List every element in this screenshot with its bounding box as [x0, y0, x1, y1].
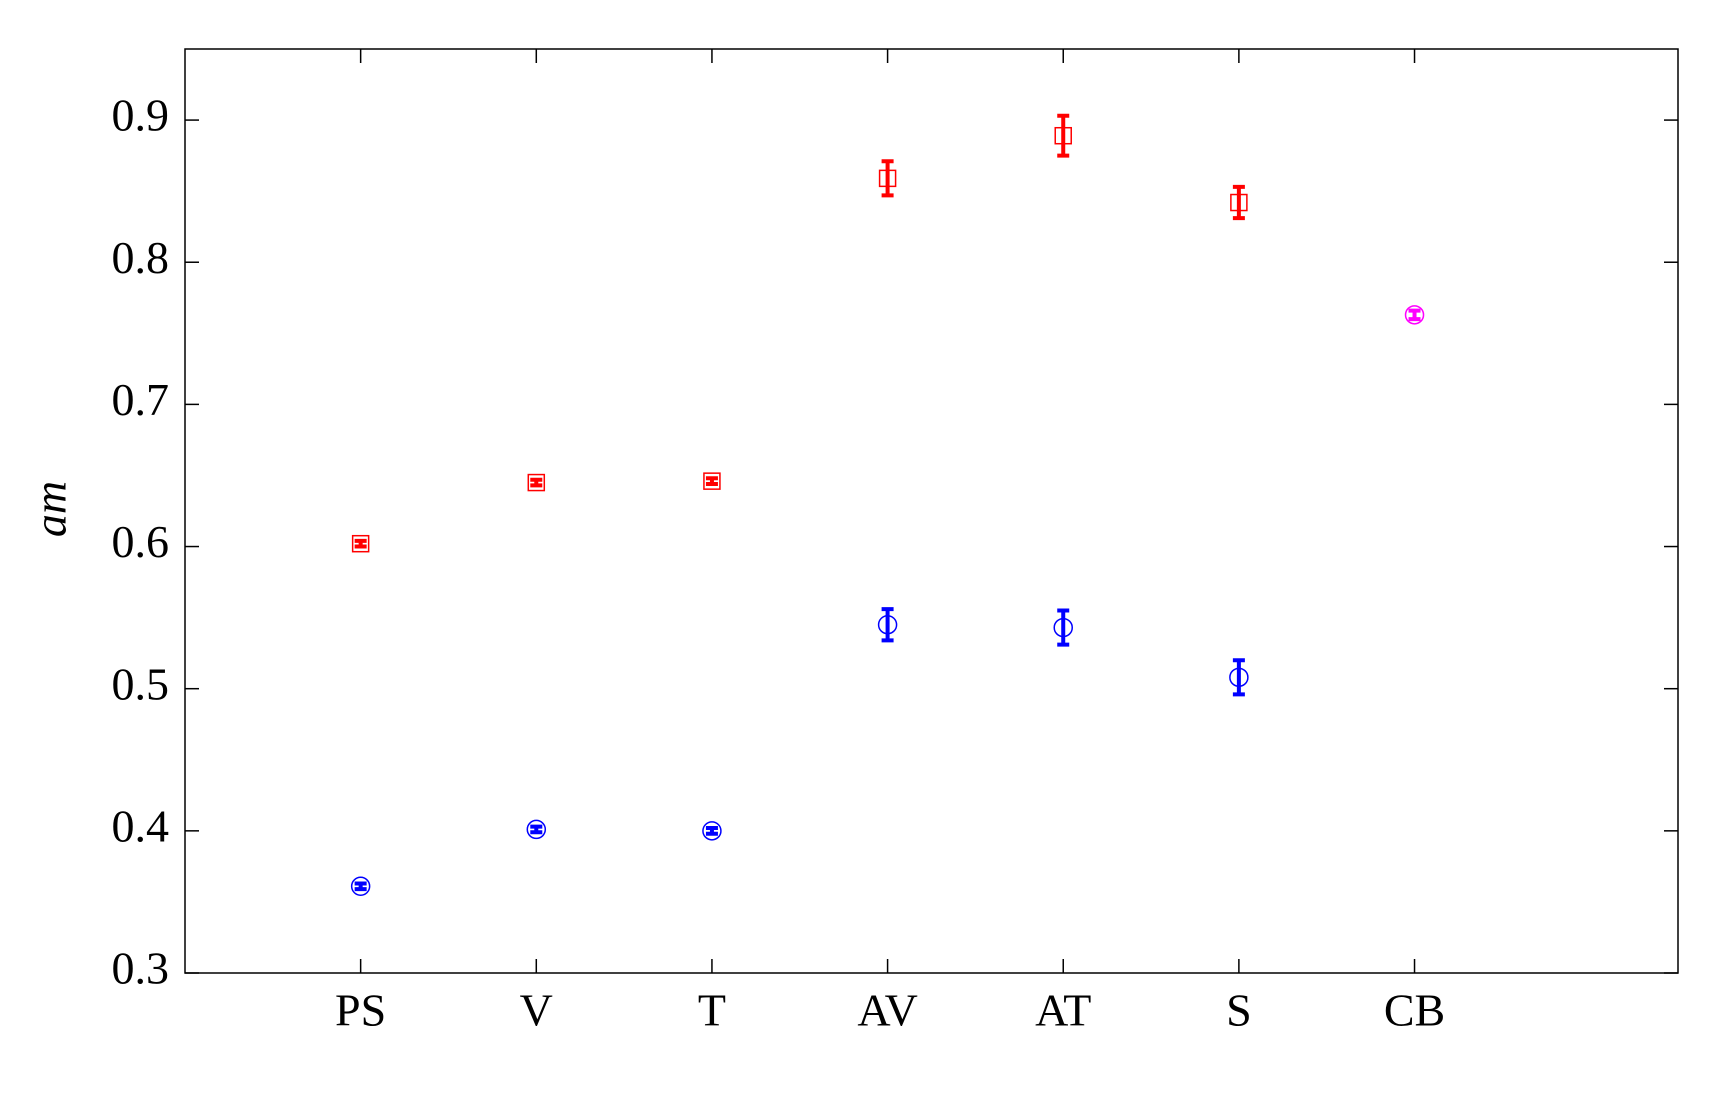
y-tick-label: 0.7: [112, 374, 170, 425]
error-bar: [354, 881, 367, 892]
error-bar: [354, 538, 367, 549]
y-tick-label: 0.4: [112, 800, 170, 851]
marker: [350, 876, 371, 897]
error-bar: [530, 824, 543, 835]
x-tick-label: CB: [1384, 985, 1445, 1036]
x-tick-label: S: [1226, 985, 1252, 1036]
error-bar: [1232, 184, 1245, 221]
marker: [703, 472, 721, 490]
y-axis-label: am: [25, 481, 76, 537]
marker: [877, 614, 898, 635]
y-tick-label: 0.8: [112, 232, 170, 283]
error-bar: [1057, 113, 1070, 158]
y-tick-label: 0.5: [112, 658, 170, 709]
error-bar: [1408, 308, 1421, 322]
x-tick-label: V: [520, 985, 553, 1036]
error-bar: [1232, 658, 1245, 697]
plot-frame: [184, 48, 1679, 974]
marker: [1229, 667, 1249, 688]
y-tick-label: 0.3: [112, 943, 170, 994]
error-bar: [705, 826, 718, 836]
marker: [526, 819, 547, 840]
error-bar: [881, 159, 894, 198]
marker: [1054, 126, 1072, 145]
x-tick-label: T: [698, 985, 726, 1036]
y-tick-label: 0.9: [112, 90, 170, 141]
marker: [1404, 305, 1425, 325]
error-bar: [881, 607, 894, 643]
marker: [527, 473, 546, 492]
marker: [702, 821, 722, 841]
marker: [351, 534, 370, 553]
marker: [878, 169, 897, 188]
x-tick-label: AV: [857, 985, 918, 1036]
error-bar: [705, 476, 718, 486]
marker: [1230, 193, 1248, 212]
x-tick-label: AT: [1035, 985, 1091, 1036]
error-bar: [1057, 608, 1070, 647]
marker: [1053, 617, 1073, 638]
x-tick-label: PS: [335, 985, 386, 1036]
error-bar: [530, 477, 543, 488]
y-tick-label: 0.6: [112, 516, 170, 567]
